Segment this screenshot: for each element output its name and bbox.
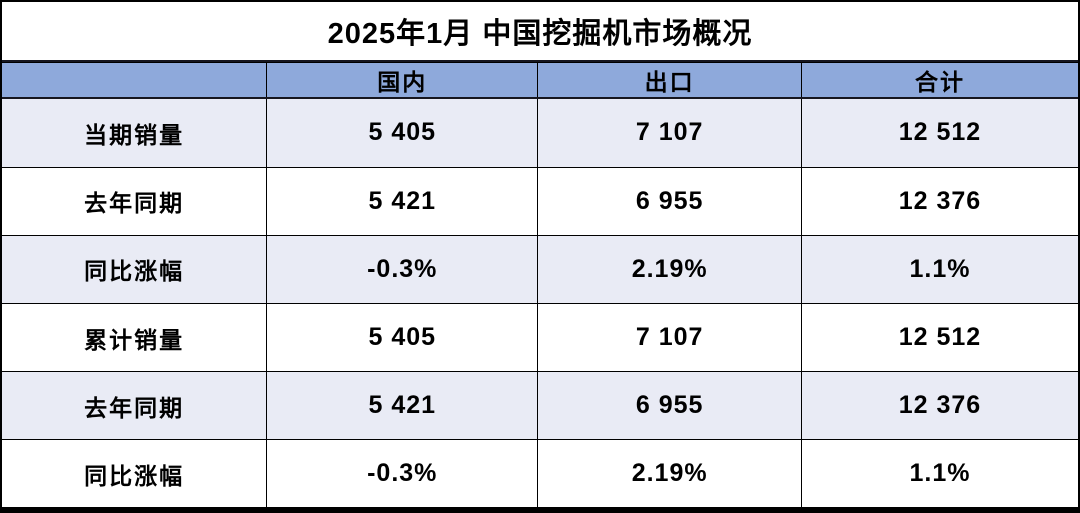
row-label-last-year-same-period: 去年同期 xyxy=(2,166,268,236)
table-row: 去年同期 5 421 6 955 12 376 xyxy=(2,166,1078,236)
cell-value: 5 421 xyxy=(266,371,539,441)
cell-value: 7 107 xyxy=(537,97,802,168)
row-label-last-year-same-period: 去年同期 xyxy=(2,371,268,441)
table-row: 累计销量 5 405 7 107 12 512 xyxy=(2,302,1078,373)
cell-value: 1.1% xyxy=(800,439,1078,507)
row-label-cumulative-sales: 累计销量 xyxy=(2,302,268,373)
row-label-current-sales: 当期销量 xyxy=(2,97,268,168)
column-header-total: 合计 xyxy=(800,62,1078,99)
row-label-yoy-change: 同比涨幅 xyxy=(2,439,268,507)
cell-value: 5 405 xyxy=(266,302,539,373)
cell-value: 12 512 xyxy=(800,97,1078,168)
cell-value: -0.3% xyxy=(266,439,539,507)
row-label-yoy-change: 同比涨幅 xyxy=(2,234,268,304)
title-bar: 2025年1月 中国挖掘机市场概况 xyxy=(2,2,1078,62)
column-header-domestic: 国内 xyxy=(266,62,539,99)
cell-value: 5 421 xyxy=(266,166,539,236)
column-header-export: 出口 xyxy=(537,62,802,99)
table-row: 同比涨幅 -0.3% 2.19% 1.1% xyxy=(2,234,1078,304)
table-title: 2025年1月 中国挖掘机市场概况 xyxy=(327,18,753,50)
table-row: 去年同期 5 421 6 955 12 376 xyxy=(2,371,1078,441)
cell-value: 2.19% xyxy=(537,439,802,507)
cell-value: 2.19% xyxy=(537,234,802,304)
cell-value: 12 376 xyxy=(800,371,1078,441)
cell-value: 6 955 xyxy=(537,166,802,236)
cell-value: -0.3% xyxy=(266,234,539,304)
excavator-market-table: 国内 出口 合计 当期销量 5 405 7 107 12 512 去年同期 5 … xyxy=(2,62,1078,507)
table-row: 当期销量 5 405 7 107 12 512 xyxy=(2,97,1078,168)
table-header-row: 国内 出口 合计 xyxy=(2,62,1078,99)
cell-value: 6 955 xyxy=(537,371,802,441)
cell-value: 7 107 xyxy=(537,302,802,373)
cell-value: 5 405 xyxy=(266,97,539,168)
cell-value: 1.1% xyxy=(800,234,1078,304)
cell-value: 12 512 xyxy=(800,302,1078,373)
column-header-blank xyxy=(2,62,268,99)
table-row: 同比涨幅 -0.3% 2.19% 1.1% xyxy=(2,439,1078,507)
cell-value: 12 376 xyxy=(800,166,1078,236)
